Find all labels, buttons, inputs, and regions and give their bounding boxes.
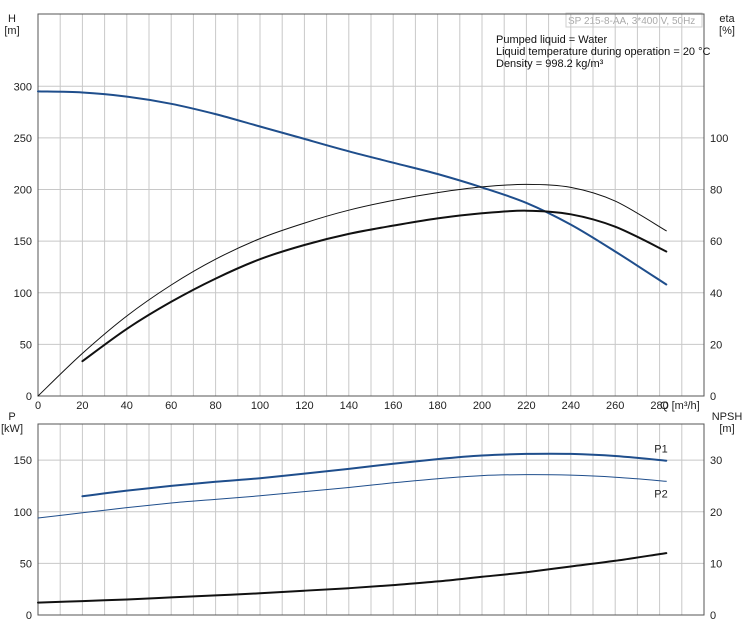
- y-left-tick-label: 0: [26, 391, 32, 403]
- y-left-tick-label: 0: [26, 610, 32, 622]
- y-left-axis-label: [kW]: [1, 423, 23, 435]
- y-left-tick-label: 50: [20, 558, 32, 570]
- series-line-eta-thick: [81, 209, 668, 363]
- x-tick-label: 140: [340, 400, 358, 412]
- y-right-axis-label: [%]: [719, 25, 735, 37]
- y-left-tick-label: 150: [14, 236, 32, 248]
- series-line-p1: [81, 452, 668, 498]
- y-right-axis-label: NPSH: [712, 411, 743, 423]
- series-line-p2: [37, 474, 667, 519]
- y-right-tick-label: 20: [710, 507, 722, 519]
- title-text: SP 215-8-AA, 3*400 V, 50Hz: [568, 16, 695, 27]
- x-tick-label: 0: [35, 400, 41, 412]
- y-left-tick-label: 300: [14, 81, 32, 93]
- y-right-tick-label: 0: [710, 610, 716, 622]
- y-right-tick-label: 40: [710, 288, 722, 300]
- y-left-tick-label: 150: [14, 455, 32, 467]
- y-right-tick-label: 80: [710, 185, 722, 197]
- y-left-axis-label: [m]: [4, 25, 19, 37]
- y-left-tick-label: 100: [14, 507, 32, 519]
- y-right-tick-label: 100: [710, 133, 728, 145]
- x-tick-label: 100: [251, 400, 269, 412]
- y-left-axis-label: H: [8, 13, 16, 25]
- plot-frame: [37, 423, 705, 616]
- x-tick-label: 200: [473, 400, 491, 412]
- info-line: Density = 998.2 kg/m³: [496, 58, 604, 70]
- x-tick-label: 40: [121, 400, 133, 412]
- y-left-tick-label: 100: [14, 288, 32, 300]
- x-tick-label: 260: [606, 400, 624, 412]
- x-tick-label: 240: [562, 400, 580, 412]
- y-right-tick-label: 30: [710, 455, 722, 467]
- y-right-tick-label: 0: [710, 391, 716, 403]
- x-tick-label: 80: [209, 400, 221, 412]
- x-tick-label: 120: [295, 400, 313, 412]
- info-line: Liquid temperature during operation = 20…: [496, 46, 711, 58]
- y-right-tick-label: 10: [710, 558, 722, 570]
- x-tick-label: 280: [650, 400, 668, 412]
- x-tick-label: 220: [517, 400, 535, 412]
- x-tick-label: 160: [384, 400, 402, 412]
- y-right-axis-label: eta: [719, 13, 735, 25]
- x-tick-label: 180: [428, 400, 446, 412]
- y-right-axis-label: [m]: [719, 423, 734, 435]
- y-right-tick-label: 20: [710, 339, 722, 351]
- info-line: Pumped liquid = Water: [496, 34, 608, 46]
- x-axis-label: Q [m³/h]: [660, 400, 700, 412]
- y-left-tick-label: 50: [20, 339, 32, 351]
- y-left-tick-label: 250: [14, 133, 32, 145]
- x-tick-label: 60: [165, 400, 177, 412]
- series-line-npsh: [37, 552, 668, 604]
- plot-frame: [37, 13, 705, 397]
- y-left-axis-label: P: [8, 411, 15, 423]
- title-box: [565, 12, 703, 28]
- y-left-tick-label: 200: [14, 185, 32, 197]
- series-label-p1: P1: [654, 444, 667, 456]
- series-line-h: [37, 90, 668, 286]
- series-label-p2: P2: [654, 488, 667, 500]
- x-tick-label: 20: [76, 400, 88, 412]
- series-line-eta-thin: [37, 183, 667, 397]
- y-right-tick-label: 60: [710, 236, 722, 248]
